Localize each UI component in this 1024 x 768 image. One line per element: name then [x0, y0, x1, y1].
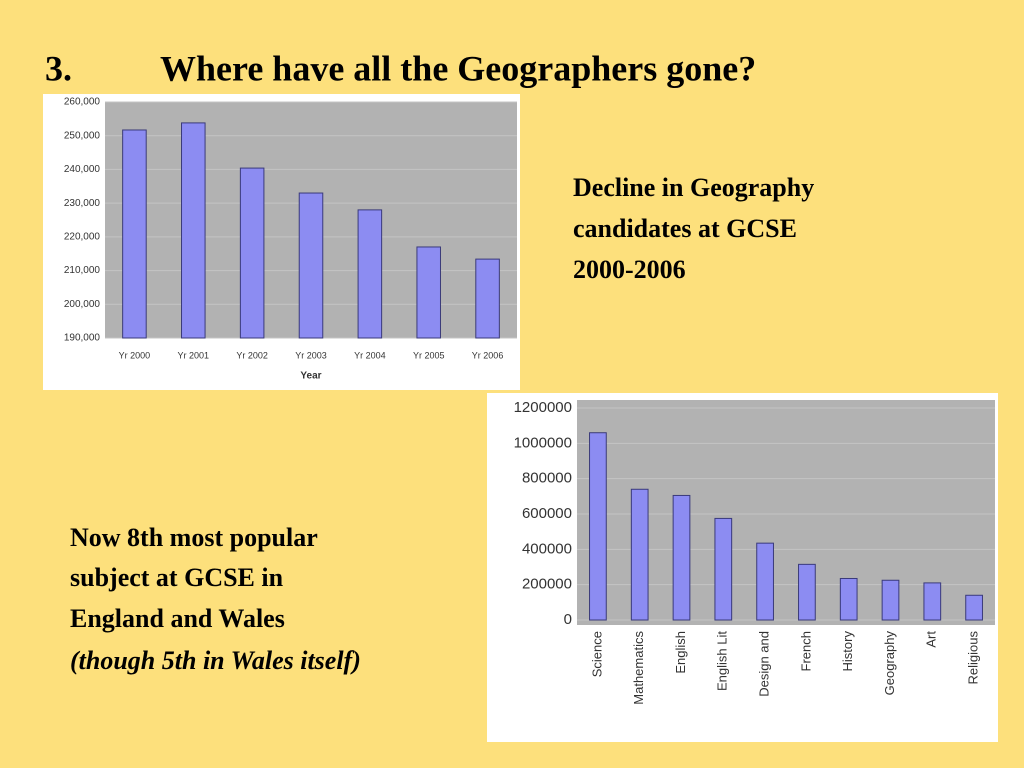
- note-line: England and Wales: [70, 604, 285, 633]
- note-line: (though 5th in Wales itself): [70, 646, 361, 675]
- x-axis-label: Year: [300, 371, 321, 382]
- x-tick-label: History: [840, 631, 855, 672]
- bar: [475, 258, 500, 339]
- y-tick-label: 210,000: [64, 265, 101, 276]
- note-line: subject at GCSE in: [70, 563, 284, 592]
- y-tick-label: 240,000: [64, 164, 101, 175]
- y-tick-label: 220,000: [64, 231, 101, 242]
- x-tick-label: Geography: [882, 631, 897, 696]
- x-tick-label: English: [673, 631, 688, 674]
- bar: [298, 192, 324, 339]
- y-tick-label: 400000: [522, 540, 572, 557]
- note-line: Decline in Geography: [573, 173, 814, 202]
- slide-number: 3.: [45, 48, 72, 88]
- bar: [798, 563, 816, 621]
- bar: [357, 209, 383, 339]
- y-tick-label: 200,000: [64, 299, 101, 310]
- y-tick-label: 250,000: [64, 130, 101, 141]
- y-tick-label: 1000000: [514, 434, 572, 451]
- x-tick-label: Design and: [757, 631, 772, 697]
- note-line: Now 8th most popular: [70, 523, 318, 552]
- x-tick-label: Yr 2002: [236, 350, 268, 360]
- bar: [923, 582, 942, 621]
- y-tick-label: 600000: [522, 505, 572, 522]
- note-line: candidates at GCSE: [573, 214, 797, 243]
- x-tick-label: Yr 2001: [178, 350, 210, 360]
- y-tick-label: 200000: [522, 576, 572, 593]
- x-tick-label: Art: [924, 631, 939, 648]
- x-tick-label: Science: [589, 631, 604, 677]
- y-tick-label: 800000: [522, 470, 572, 487]
- bar: [416, 246, 441, 339]
- note-line: 2000-2006: [573, 255, 686, 284]
- bar: [181, 122, 206, 339]
- x-tick-label: English Lit: [715, 631, 730, 691]
- y-tick-label: 230,000: [64, 198, 101, 209]
- y-tick-label: 0: [564, 611, 572, 628]
- slide-title: Where have all the Geographers gone?: [160, 48, 756, 88]
- x-tick-label: Yr 2003: [295, 350, 327, 360]
- bar: [672, 494, 691, 621]
- x-tick-label: Yr 2005: [413, 350, 445, 360]
- x-tick-label: Yr 2006: [472, 350, 504, 360]
- bar: [589, 432, 607, 621]
- bar: [881, 579, 900, 621]
- bar: [839, 577, 858, 621]
- y-tick-label: 1200000: [514, 399, 572, 416]
- bar: [714, 517, 733, 621]
- bar: [630, 488, 649, 621]
- bar: [239, 167, 265, 339]
- x-tick-label: Religious: [966, 631, 981, 685]
- x-tick-label: Yr 2004: [354, 350, 386, 360]
- x-tick-label: French: [798, 631, 813, 671]
- bar: [756, 542, 774, 621]
- x-tick-label: Yr 2000: [119, 350, 151, 360]
- bar: [122, 129, 147, 339]
- y-tick-label: 190,000: [64, 333, 101, 344]
- bar: [965, 594, 983, 621]
- x-tick-label: Mathematics: [631, 631, 646, 705]
- y-tick-label: 260,000: [64, 97, 101, 108]
